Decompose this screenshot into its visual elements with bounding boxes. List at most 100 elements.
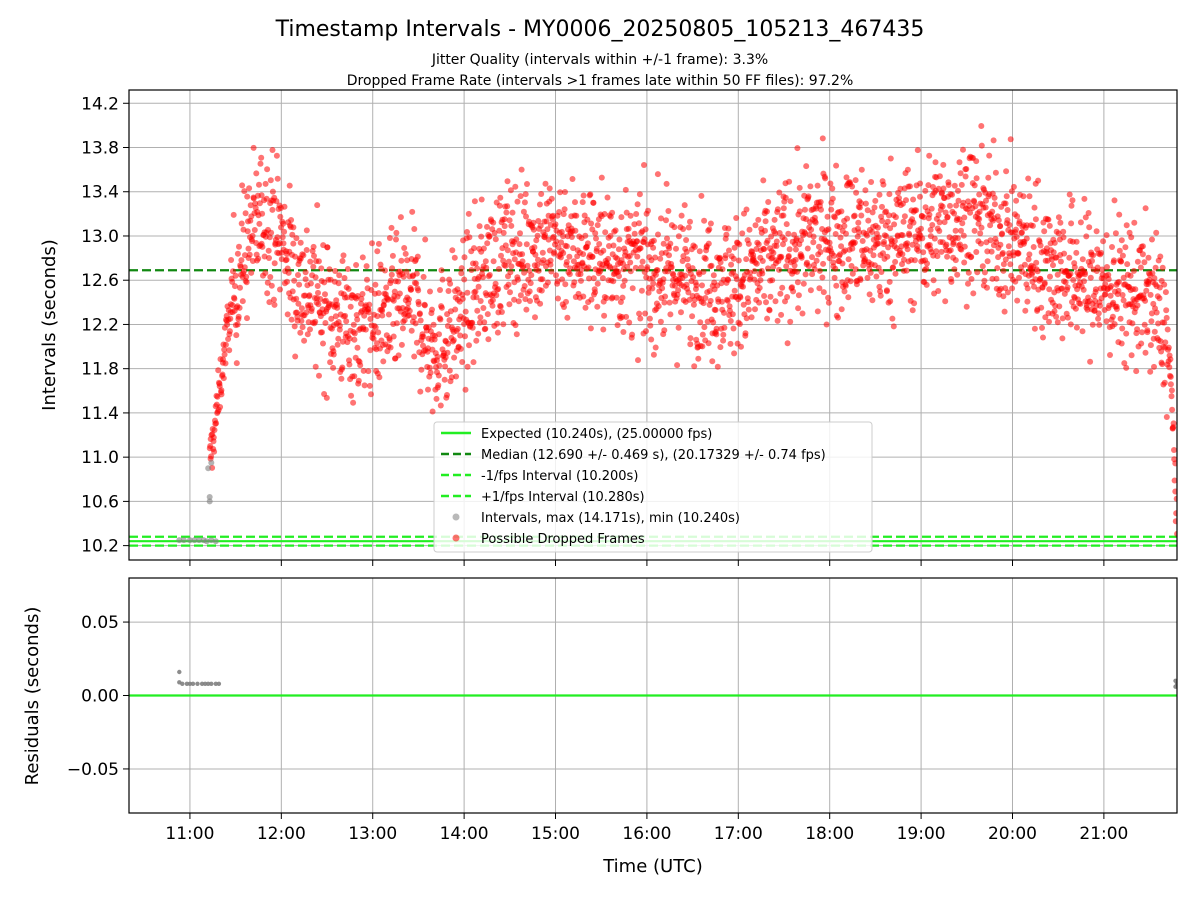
dropped-frame-point [1162,289,1169,296]
dropped-frame-point [1041,281,1048,287]
dropped-frame-point [631,221,638,228]
dropped-frame-point [471,245,477,252]
dropped-frame-point [991,201,998,208]
dropped-frame-point [243,273,250,280]
dropped-frame-point [730,325,737,332]
dropped-frame-point [259,243,266,250]
dropped-frame-point [1031,283,1037,290]
dropped-frame-point [960,146,966,153]
dropped-frame-point [522,191,529,198]
dropped-frame-point [700,300,707,307]
dropped-frame-point [403,268,410,275]
dropped-frame-point [868,179,875,185]
x-tick-label: 19:00 [897,824,946,844]
dropped-frame-point [1057,219,1064,226]
dropped-frame-point [872,197,879,204]
dropped-frame-point [777,290,784,297]
dropped-frame-point [490,258,497,265]
dropped-frame-point [598,174,605,181]
dropped-frame-point [799,310,806,317]
intervals-y-tick-label: 12.2 [81,315,119,335]
dropped-frame-point [759,270,766,277]
dropped-frame-point [940,161,947,168]
dropped-frame-point [852,266,859,273]
dropped-frame-point [1029,222,1036,229]
dropped-frame-point [1060,228,1067,235]
dropped-frame-point [228,257,235,263]
dropped-frame-point [858,212,865,219]
dropped-frame-point [304,331,311,338]
dropped-frame-point [1054,271,1061,278]
dropped-frame-point [474,307,481,314]
dropped-frame-point [461,276,468,283]
dropped-frame-point [743,256,750,263]
dropped-frame-point [664,235,670,242]
dropped-frame-point [335,335,342,342]
dropped-frame-point [961,259,968,266]
dropped-frame-point [997,241,1004,248]
dropped-frame-point [386,235,393,241]
dropped-frame-point [717,259,724,266]
dropped-frame-point [1007,261,1014,268]
dropped-frame-point [243,279,250,286]
dropped-frame-point [657,318,664,325]
dropped-frame-point [1003,168,1010,175]
dropped-frame-point [1168,387,1175,394]
dropped-frame-point [756,284,763,291]
dropped-frame-point [795,305,802,312]
dropped-frame-point [616,273,622,280]
dropped-frame-point [224,321,231,328]
dropped-frame-point [502,242,509,249]
dropped-frame-point [374,248,381,255]
dropped-frame-point [682,272,689,279]
dropped-frame-point [780,205,787,212]
dropped-frame-point [879,218,886,224]
dropped-frame-point [308,305,315,312]
dropped-frame-point [931,235,938,242]
dropped-frame-point [353,262,360,268]
dropped-frame-point [636,191,643,198]
dropped-frame-point [831,274,838,281]
dropped-frame-point [1023,235,1030,242]
dropped-frame-point [837,234,844,241]
dropped-frame-point [785,230,792,237]
dropped-frame-point [983,197,989,204]
dropped-frame-point [745,299,752,306]
dropped-frame-point [661,327,668,334]
dropped-frame-point [1020,193,1027,200]
dropped-frame-point [787,318,794,325]
dropped-frame-point [733,276,740,283]
dropped-frame-point [500,229,507,236]
residuals-y-tick-label: −0.05 [67,760,119,780]
dropped-frame-point [250,144,257,151]
dropped-frame-point [807,287,814,294]
dropped-frame-point [619,294,626,301]
dropped-frame-point [926,211,933,218]
dropped-frame-point [582,304,589,311]
dropped-frame-point [464,363,471,370]
dropped-frame-point [798,254,805,261]
dropped-frame-point [376,374,383,381]
dropped-frame-point [494,329,501,336]
dropped-frame-point [961,243,968,250]
dropped-frame-point [955,187,961,194]
residuals-y-ticks: 0.05 0.00 −0.05 [67,613,129,780]
dropped-frame-point [1168,393,1175,400]
dropped-frame-point [1080,286,1087,293]
dropped-frame-point [600,326,607,333]
x-tick-label: 18:00 [805,824,854,844]
dropped-frame-point [386,337,393,343]
dropped-frame-point [869,229,875,235]
dropped-frame-point [466,234,473,241]
dropped-frame-point [504,203,511,210]
dropped-frame-point [886,212,892,219]
dropped-frame-point [829,195,836,202]
dropped-frame-point [674,362,681,369]
dropped-frame-point [685,289,692,296]
dropped-frame-point [1051,308,1058,315]
dropped-frame-point [632,264,639,271]
dropped-frame-point [852,177,859,184]
dropped-frame-point [984,284,990,291]
dropped-frame-point [890,264,897,271]
dropped-frame-point [817,199,824,205]
